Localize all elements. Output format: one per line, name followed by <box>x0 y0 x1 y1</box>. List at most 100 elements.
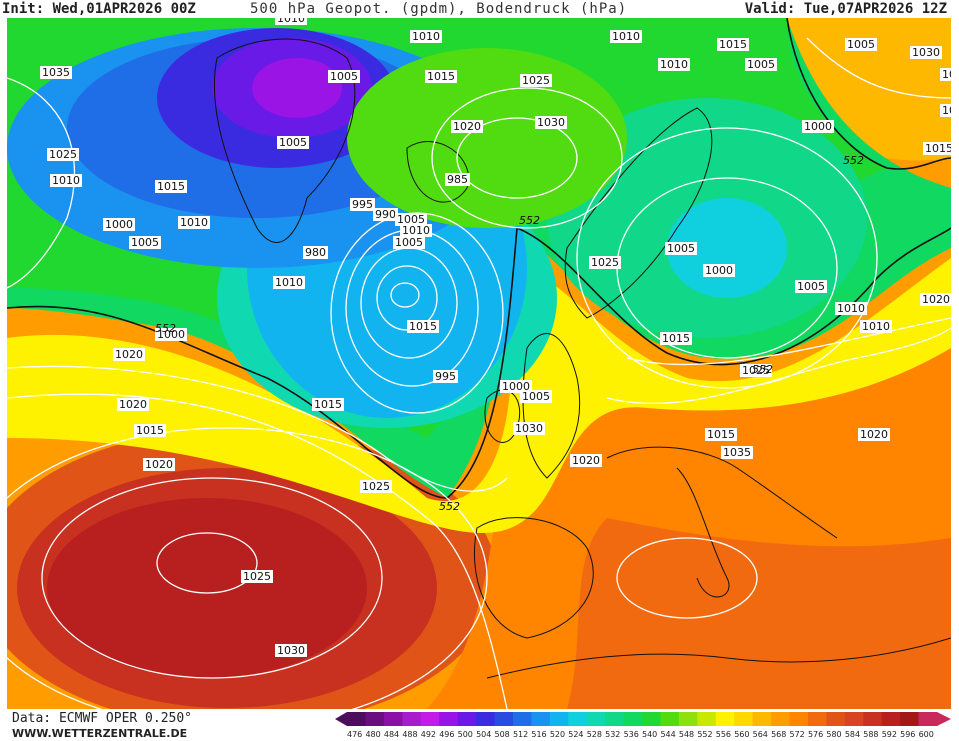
isobar-label: 1020 <box>119 398 147 411</box>
field-low-7 <box>252 58 342 118</box>
isobar-label-bg <box>520 390 552 403</box>
isobar-label: 980 <box>305 246 326 259</box>
isobar-label: 1000 <box>157 328 185 341</box>
scale-swatch <box>660 712 680 726</box>
isobar-label-bg <box>393 236 425 249</box>
isobar-label-bg <box>860 320 892 333</box>
scale-swatch <box>881 712 901 726</box>
isobar-label: 1015 <box>314 398 342 411</box>
footer-bar: Data: ECMWF OPER 0.250° WWW.WETTERZENTRA… <box>0 709 959 741</box>
scale-swatch <box>863 712 883 726</box>
height-552-label: 552 <box>519 214 540 227</box>
valid-time: Valid: Tue,07APR2026 12Z <box>744 1 947 17</box>
isobar-label: 1010 <box>277 18 305 25</box>
isobar-label-bg <box>610 30 642 43</box>
isobar-label-bg <box>312 398 344 411</box>
scale-tick-label: 540 <box>642 730 657 739</box>
isobar-label-bg <box>155 180 187 193</box>
scale-tick-label: 496 <box>439 730 454 739</box>
isobar-label: 1005 <box>797 280 825 293</box>
isobar-label-bg <box>113 348 145 361</box>
isobar-label-bg <box>802 120 834 133</box>
field-yellow-band <box>7 258 951 533</box>
scale-tick-label: 572 <box>790 730 805 739</box>
isobar-label-bg <box>425 70 457 83</box>
isobar-label-bg <box>328 70 360 83</box>
scale-swatch <box>494 712 514 726</box>
isobar-label: 1010 <box>412 30 440 43</box>
isobar-label: 1010 <box>402 224 430 237</box>
scale-tick-label: 580 <box>826 730 841 739</box>
isobar-1015-e <box>606 327 951 405</box>
scale-tick-label: 584 <box>845 730 860 739</box>
isobar-label-bg <box>703 264 735 277</box>
isobar-label: 1025 <box>742 364 770 377</box>
height-552-label: 552 <box>752 363 773 376</box>
data-source: Data: ECMWF OPER 0.250° <box>12 711 193 726</box>
isobar-label: 1030 <box>537 116 565 129</box>
height-552-label: 552 <box>843 154 864 167</box>
isobar-label-bg <box>445 173 470 186</box>
isobar-w <box>7 77 75 289</box>
field-north-green <box>347 48 627 228</box>
scale-swatch <box>715 712 735 726</box>
isobar-label-bg <box>275 644 307 657</box>
isobar-label-bg <box>241 570 273 583</box>
isobar-high-1035 <box>156 532 258 594</box>
greenland-coast <box>213 38 356 243</box>
italy-coast <box>676 467 730 598</box>
isobar-label: 1030 <box>277 644 305 657</box>
isobar-label: 1035 <box>42 66 70 79</box>
isobar-label: 1000 <box>705 264 733 277</box>
isobar-label-bg <box>178 216 210 229</box>
isobar-med-1025 <box>616 537 758 619</box>
scale-swatch <box>900 712 920 726</box>
isobar-label: 1010 <box>612 30 640 43</box>
isobar-label: 1025 <box>243 570 271 583</box>
isobar-label: 1005 <box>395 236 423 249</box>
isobar-label: 1020 <box>145 458 173 471</box>
isobar-scan-1010 <box>576 127 878 389</box>
scale-swatch <box>402 712 422 726</box>
scale-tick-label: 504 <box>476 730 491 739</box>
isobar-label: 1005 <box>279 136 307 149</box>
alps-line <box>606 446 838 539</box>
isobar-label-bg <box>910 46 942 59</box>
isobar-label-bg <box>433 370 458 383</box>
scale-tick-label: 600 <box>919 730 934 739</box>
isobar-label-bg <box>360 480 392 493</box>
scale-arrow-left <box>335 712 347 726</box>
isobar-label: 1035 <box>723 446 751 459</box>
scale-tick-label: 544 <box>660 730 675 739</box>
isobar-label: 1025 <box>362 480 390 493</box>
isobar-label: 1005 <box>131 236 159 249</box>
isobar-label: 1000 <box>105 218 133 231</box>
isobar-label: 1025 <box>522 74 550 87</box>
scale-tick-label: 548 <box>679 730 694 739</box>
scale-tick-label: 560 <box>734 730 749 739</box>
iceland-coast <box>406 141 470 203</box>
scale-tick-label: 500 <box>458 730 473 739</box>
isobar-label: 1005 <box>330 70 358 83</box>
isobar-1020 <box>7 393 508 709</box>
coastlines <box>213 38 951 679</box>
scale-swatch <box>844 712 864 726</box>
scale-swatch <box>549 712 569 726</box>
isobar-label-bg <box>277 136 309 149</box>
scale-swatch <box>642 712 661 726</box>
isobar-label-bg <box>273 276 305 289</box>
chart-title: 500 hPa Geopot. (gpdm), Bodendruck (hPa) <box>250 1 628 17</box>
isobars <box>7 37 951 709</box>
isobar-high-1025-n <box>431 87 623 229</box>
isobar-label-bg <box>920 293 951 306</box>
height-552-label: 552 <box>155 322 176 335</box>
isobar-label-bg <box>795 280 827 293</box>
isobar-label-bg <box>535 116 567 129</box>
scale-tick-label: 536 <box>624 730 639 739</box>
scale-tick-label: 512 <box>513 730 528 739</box>
isobar-label: 1010 <box>275 276 303 289</box>
scale-tick-label: 596 <box>900 730 915 739</box>
scale-swatch <box>439 712 459 726</box>
scale-swatch <box>476 712 495 726</box>
